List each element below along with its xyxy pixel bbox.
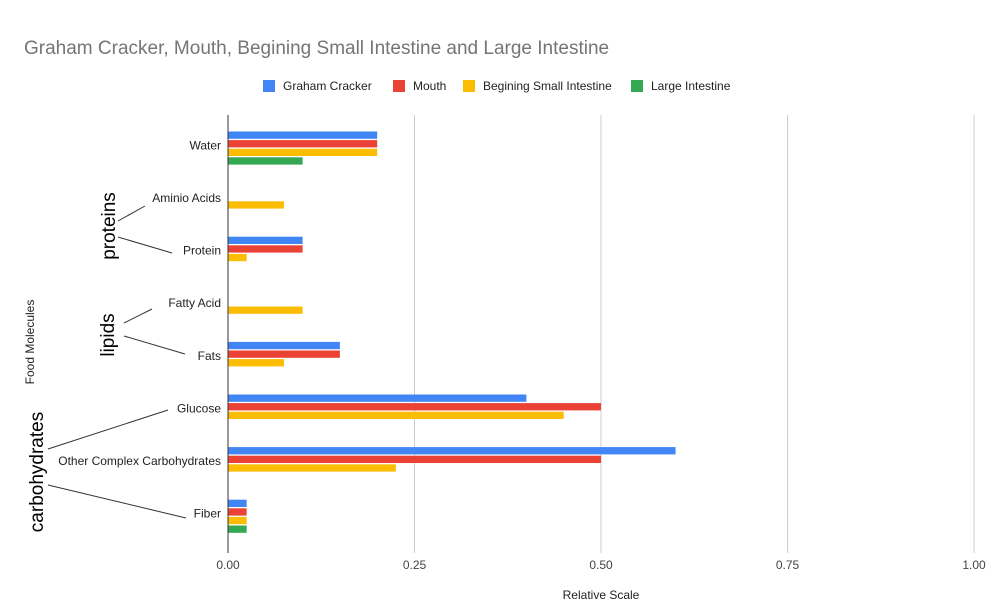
category-label-aminio-acids: Aminio Acids xyxy=(152,191,221,205)
legend-swatch-large-intestine xyxy=(631,80,643,92)
bar-glucose-begining-small-intestine xyxy=(228,411,564,419)
category-label-other-complex-carbohydrates: Other Complex Carbohydrates xyxy=(58,454,221,468)
x-tick-label: 0.25 xyxy=(403,558,427,572)
category-label-fiber: Fiber xyxy=(194,507,221,521)
y-axis-title: Food Molecules xyxy=(23,300,37,385)
bar-fiber-large-intestine xyxy=(228,525,247,533)
bar-fiber-mouth xyxy=(228,508,247,516)
bar-fats-mouth xyxy=(228,350,340,358)
bar-aminio-acids-begining-small-intestine xyxy=(228,201,284,209)
bar-fiber-begining-small-intestine xyxy=(228,516,247,525)
annotation-line-lipids-2 xyxy=(123,335,186,355)
annotation-proteins: proteins xyxy=(99,192,120,260)
legend-swatch-graham-cracker xyxy=(263,80,275,92)
bar-glucose-graham-cracker xyxy=(228,394,527,402)
x-tick-label: 0.50 xyxy=(589,558,613,572)
annotation-carbohydrates: carbohydrates xyxy=(27,412,48,532)
category-label-water: Water xyxy=(189,138,221,152)
x-axis-title: Relative Scale xyxy=(563,588,640,602)
gridlines xyxy=(414,115,975,553)
legend-label-begining-small-intestine: Begining Small Intestine xyxy=(483,79,612,93)
bar-other-complex-carbohydrates-begining-small-intestine xyxy=(228,464,396,472)
annotation-line-proteins-2 xyxy=(117,236,173,254)
bar-other-complex-carbohydrates-graham-cracker xyxy=(228,447,676,455)
bar-water-graham-cracker xyxy=(228,131,378,139)
x-tick-label: 0.75 xyxy=(776,558,800,572)
legend-label-graham-cracker: Graham Cracker xyxy=(283,79,372,93)
bar-fatty-acid-begining-small-intestine xyxy=(228,306,303,314)
bar-fats-graham-cracker xyxy=(228,341,340,350)
x-tick-labels: 0.00 0.25 0.50 0.75 1.00 xyxy=(216,558,986,572)
annotation-line-proteins-1 xyxy=(117,205,146,222)
annotation-line-carbohydrates-1 xyxy=(47,409,169,450)
legend-label-mouth: Mouth xyxy=(413,79,446,93)
bar-water-begining-small-intestine xyxy=(228,148,378,156)
bars xyxy=(228,131,676,533)
legend-swatch-mouth xyxy=(393,80,405,92)
category-label-fats: Fats xyxy=(198,349,221,363)
annotation-line-lipids-1 xyxy=(123,308,153,324)
category-label-fatty-acid: Fatty Acid xyxy=(168,296,221,310)
annotation-lipids: lipids xyxy=(98,313,119,356)
legend-label-large-intestine: Large Intestine xyxy=(651,79,731,93)
bar-glucose-mouth xyxy=(228,403,601,411)
bar-water-large-intestine xyxy=(228,157,303,165)
legend-swatch-begining-small-intestine xyxy=(463,80,475,92)
bar-fats-begining-small-intestine xyxy=(228,359,284,367)
category-label-protein: Protein xyxy=(183,244,221,258)
bar-water-mouth xyxy=(228,140,378,148)
bar-protein-begining-small-intestine xyxy=(228,253,247,262)
bar-other-complex-carbohydrates-mouth xyxy=(228,455,601,463)
category-labels: Water Aminio Acids Protein Fatty Acid Fats Gl… xyxy=(58,138,221,520)
category-label-glucose: Glucose xyxy=(177,401,221,415)
chart-title: Graham Cracker, Mouth, Begining Small In… xyxy=(24,38,609,59)
annotation-line-carbohydrates-2 xyxy=(47,484,187,519)
x-tick-label: 0.00 xyxy=(216,558,240,572)
group-annotations: proteins lipids carbohydrates xyxy=(27,192,187,532)
bar-protein-mouth xyxy=(228,245,303,253)
x-tick-label: 1.00 xyxy=(962,558,986,572)
legend: Graham Cracker Mouth Begining Small Intest… xyxy=(263,79,731,93)
bar-protein-graham-cracker xyxy=(228,236,303,244)
bar-fiber-graham-cracker xyxy=(228,499,247,507)
